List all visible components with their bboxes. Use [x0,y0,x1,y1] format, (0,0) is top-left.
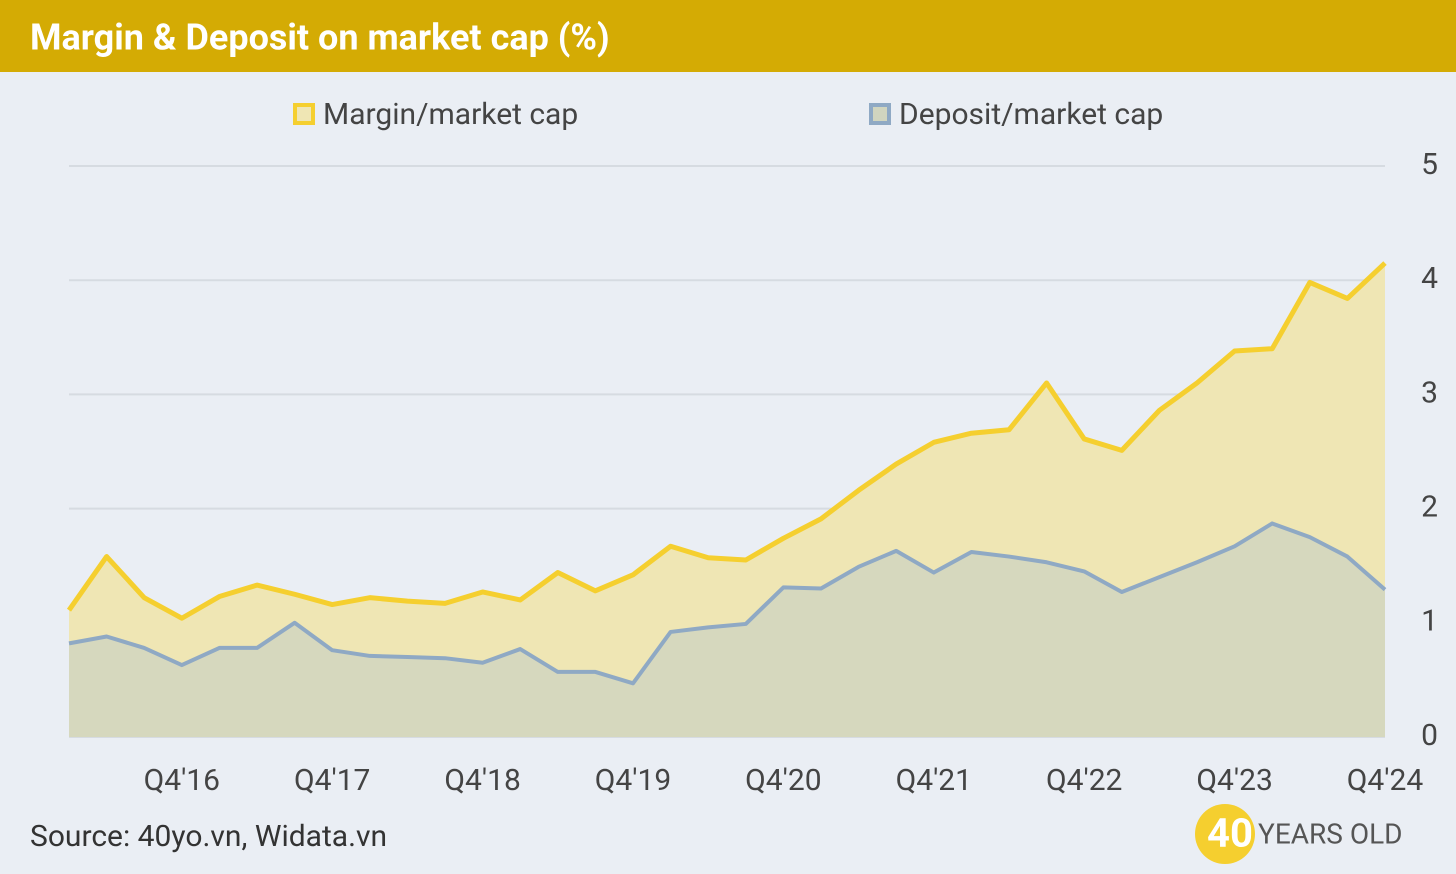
x-tick-label: Q4'16 [144,763,220,798]
logo-number: 40 [1207,810,1253,857]
x-tick-label: Q4'20 [745,763,821,798]
legend-swatch [293,103,315,125]
x-tick-label: Q4'21 [896,763,972,798]
y-tick-label: 1 [1421,604,1438,639]
y-tick-label: 4 [1421,261,1438,296]
legend-label: Margin/market cap [323,97,578,132]
chart-title: Margin & Deposit on market cap (%) [30,17,610,59]
header-bar [0,0,1456,72]
x-tick-label: Q4'18 [444,763,520,798]
line [68,521,1387,686]
logo-circle [1195,804,1255,864]
y-tick-label: 5 [1421,147,1438,182]
x-tick-label: Q4'23 [1196,763,1272,798]
logo-text: YEARS OLD [1258,817,1403,850]
source: Source: 40yo.vn, Widata.vn [30,819,387,854]
y-tick-label: 2 [1421,490,1438,525]
x-tick-label: Q4'19 [595,763,671,798]
y-tick-label: 3 [1421,375,1438,410]
area [69,523,1385,737]
legend-label: Deposit/market cap [899,97,1163,132]
x-tick-label: Q4'24 [1347,763,1424,798]
y-tick-label: 0 [1421,718,1438,753]
x-tick-label: Q4'17 [294,763,370,798]
line [66,261,1387,621]
legend-swatch [869,103,891,125]
x-tick-label: Q4'22 [1046,763,1122,798]
